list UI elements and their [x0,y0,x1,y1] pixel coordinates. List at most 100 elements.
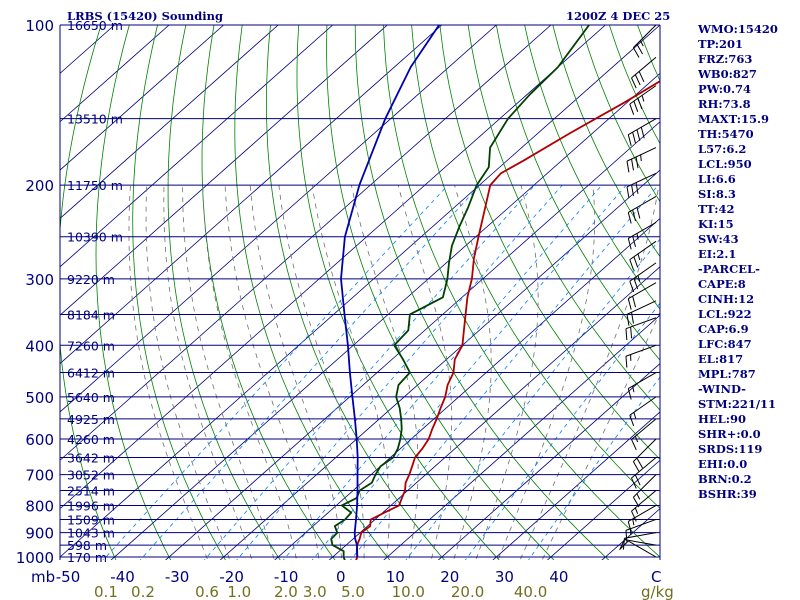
wind-barb-flag [627,134,632,146]
moist-adiabat-line [541,311,660,560]
isotherm-line [60,25,388,316]
index-item: BSHR:39 [698,487,757,501]
index-item: STM:221/11 [698,397,777,411]
isotherm-line [60,25,61,26]
dry-adiabat-line [296,25,500,560]
moist-adiabat-line [202,185,298,560]
wind-barb-staff [628,505,657,522]
wind-barb [625,344,657,368]
sounding-indices-panel: WMO:15420 TP:201 FRZ:763 WB0:827 PW:0.74 RH:7… [698,22,798,502]
temperature-trace [355,80,660,560]
wind-barb-flag [631,439,637,451]
wind-barb-flag [627,238,632,250]
isotherm-line [60,25,606,510]
wind-barb-half-flag [636,233,639,240]
isotherm-line [60,25,660,558]
isotherm-line [60,25,224,171]
wind-barb-flag [626,186,630,199]
wind-barb-staff [631,490,657,512]
wind-barb-half-flag [634,507,639,514]
index-item: LCL:950 [698,157,752,171]
index-item: TT:42 [698,202,735,216]
index-item: LI:6.6 [698,172,736,186]
wind-barb-half-flag [634,436,639,443]
wind-barb [627,282,657,310]
wind-barb [629,85,657,115]
isotherm-line [60,25,170,123]
height-label: 10390 m [67,230,123,245]
wind-barb [632,438,657,472]
height-label: 13510 m [67,112,123,127]
temperature-label: -10 [274,568,299,586]
mixing-ratio-label: 3.0 [303,583,327,600]
wind-barb-flag [633,100,639,113]
index-item: RH:73.8 [698,97,751,111]
height-label: 4260 m [67,432,115,447]
wind-barb-staff [624,532,657,539]
wind-barb-flag [640,127,645,139]
wind-barb-half-flag [636,493,641,500]
mixing-ratio-line [528,376,660,560]
dry-adiabat-line [326,25,555,560]
mixing-ratio-label: 10.0 [392,583,425,600]
mixing-ratio-label: 5.0 [341,583,365,600]
wind-barb [626,172,657,199]
wind-barb-flag [625,328,628,341]
dry-adiabat-line [201,25,336,560]
dry-adiabat-line [524,25,660,310]
mixing-ratio-line [282,184,603,560]
wind-barb-half-flag [641,95,645,102]
height-label: 3642 m [67,450,115,465]
wind-barb [627,372,657,400]
wind-barb [629,240,657,271]
pressure-label: 700 [25,467,54,485]
mixing-ratio-label: 0.6 [195,583,219,600]
moist-adiabat-line [475,184,539,560]
height-label: 16650 m [67,18,123,33]
isotherm-line [110,72,660,560]
dry-adiabat-line [234,25,391,560]
moist-adiabat-line [351,185,419,560]
wind-barb [625,518,657,542]
moist-adiabat-line [128,185,209,560]
dewpoint-trace [330,25,590,560]
mixing-ratio-unit-label: g/kg [641,583,674,600]
mixing-ratio-line [405,238,660,560]
mixing-ratio-line [464,302,660,560]
isotherm-line [383,314,660,560]
height-label: 8184 m [67,307,115,322]
wind-barb-flag [638,71,645,82]
pressure-label: 800 [25,497,54,515]
wind-barb-flag [619,540,629,550]
temperature-labels: -50 -40 -30 -20 -10 0 10 20 30 40 [56,568,569,586]
isotherm-line [492,411,660,560]
wind-barb-flag [631,77,637,89]
wind-barb-staff [626,172,657,188]
wind-barb-staff [633,474,657,498]
wind-barb-flag [630,326,633,339]
wind-barb [632,24,657,58]
moist-adiabat-line [311,185,390,560]
temperature-unit-label: C [651,568,661,586]
wind-barb [627,118,657,146]
isobar-lines [60,24,660,558]
wind-barb-staff [631,457,657,479]
wind-barb-flag [632,461,640,472]
wind-barb-staff [625,518,657,531]
mixing-ratio-line [350,184,659,560]
wind-barb [631,490,657,522]
wind-barb [626,147,657,173]
wind-barb-half-flag [633,412,637,419]
index-item: PW:0.74 [698,82,752,96]
moist-adiabat-line [519,185,660,560]
mixing-ratio-labels: 0.1 0.2 0.6 1.0 2.0 3.0 5.0 10.0 20.0 40.0 [94,583,547,600]
moist-adiabat-line [163,185,253,560]
wind-barb-staff [629,85,657,105]
wind-barb-half-flag [637,275,641,282]
wind-barb-flag [636,457,643,469]
temperature-label: 30 [495,568,514,586]
temperature-label: 40 [549,568,568,586]
pressure-label: 300 [25,271,54,289]
height-label: 7260 m [67,338,115,353]
